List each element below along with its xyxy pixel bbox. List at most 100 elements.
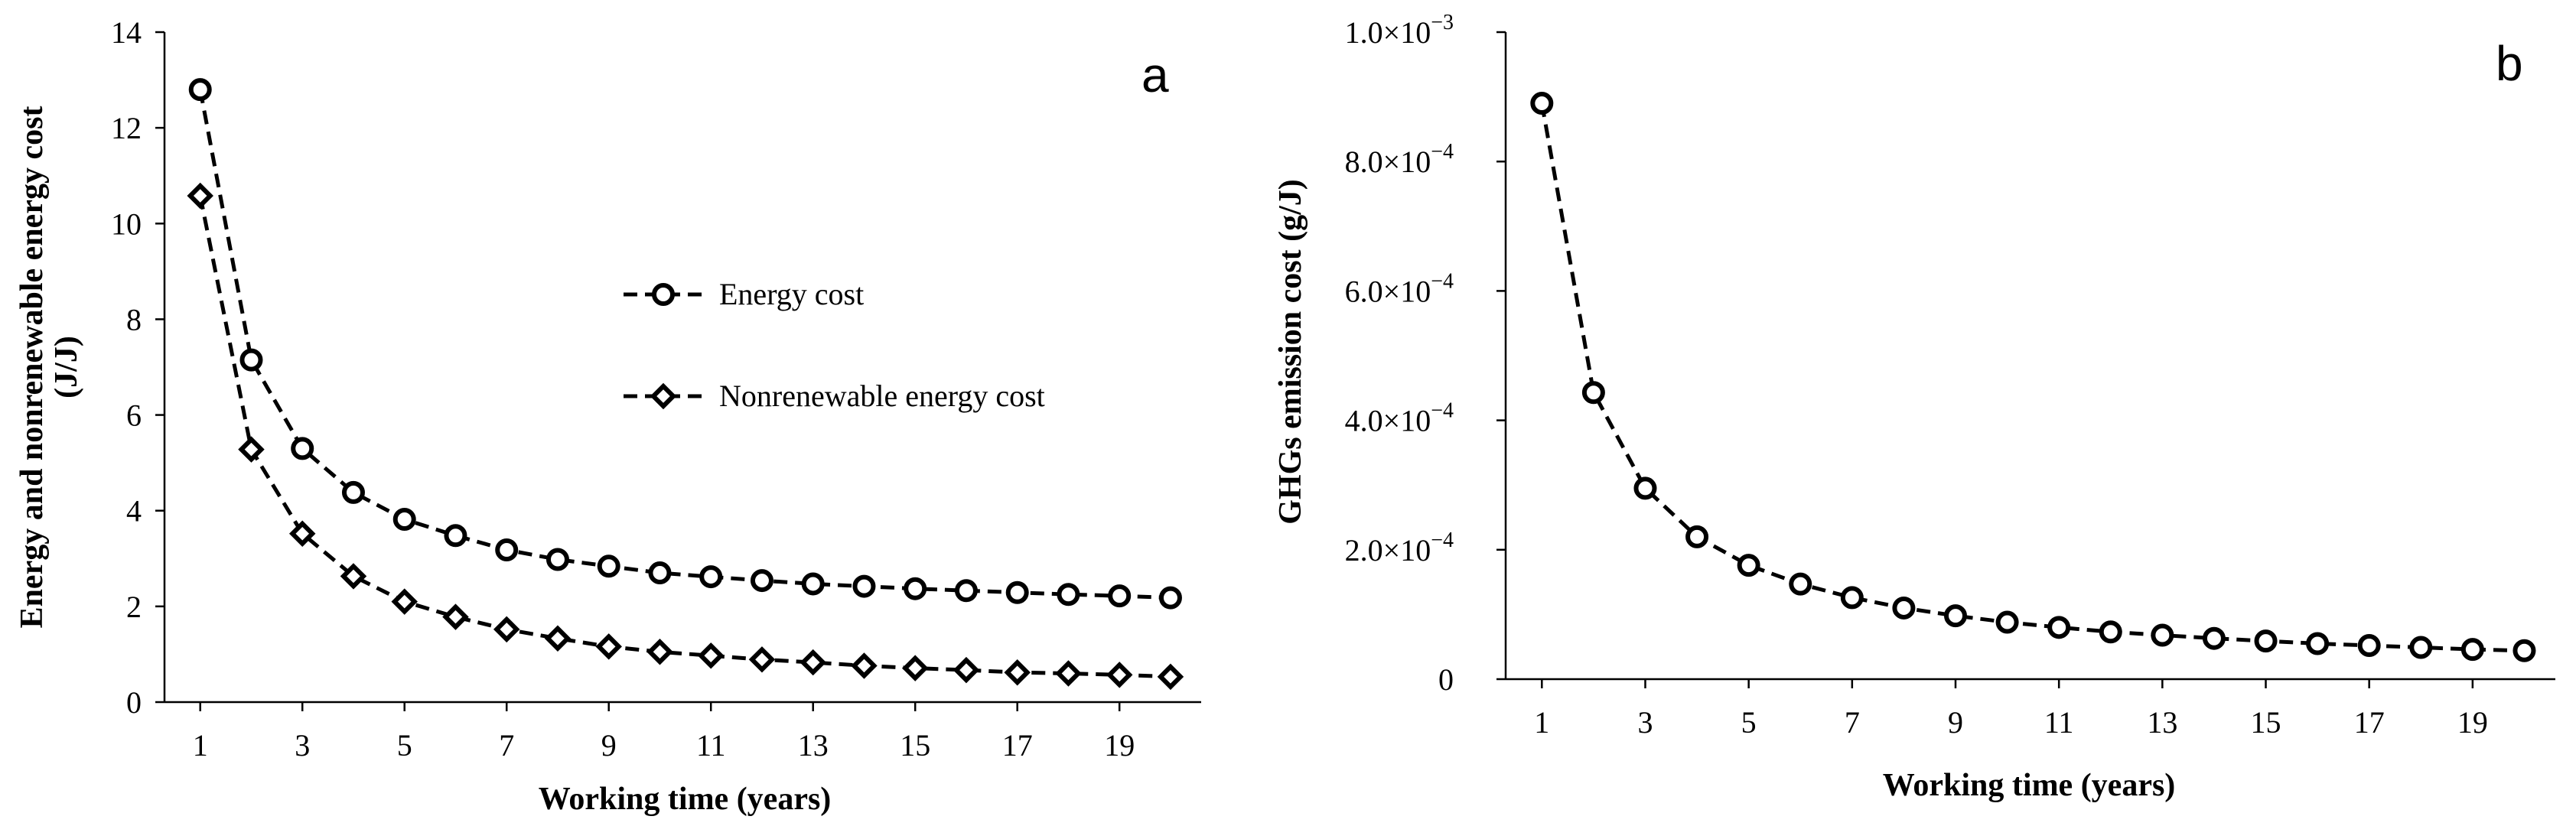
x-tick-label: 7	[499, 728, 514, 763]
y-tick-exponent: −4	[1431, 399, 1454, 423]
data-point-ghgs-emission-cost	[2151, 623, 2174, 647]
data-point-ghgs-emission-cost	[1892, 596, 1916, 619]
y-tick-label: 6	[126, 398, 142, 433]
data-point-ghgs-emission-cost	[1840, 586, 1864, 610]
data-point-energy-cost	[597, 554, 620, 578]
data-point-nonrenewable-energy-cost	[1055, 660, 1082, 687]
y-tick-label: 0	[1438, 662, 1454, 697]
data-point-energy-cost	[954, 579, 978, 603]
data-point-ghgs-emission-cost	[1737, 554, 1760, 577]
x-tick-label: 7	[1845, 705, 1860, 740]
data-point-energy-cost	[1158, 586, 1182, 610]
panel-a-series	[187, 78, 1184, 691]
x-tick-label: 13	[798, 728, 829, 763]
y-tick-label: 12	[111, 111, 142, 145]
data-point-energy-cost	[750, 569, 773, 593]
data-point-nonrenewable-energy-cost	[442, 603, 469, 630]
data-point-nonrenewable-energy-cost	[288, 520, 316, 547]
series-line-nonrenewable-energy-cost	[198, 195, 1171, 679]
data-point-nonrenewable-energy-cost	[595, 633, 622, 660]
x-tick-label: 5	[397, 728, 412, 763]
y-tick-label: 2	[126, 590, 142, 624]
x-tick-label: 1	[193, 728, 208, 763]
legend-label-nonrenewable: Nonrenewable energy cost	[719, 379, 1045, 413]
data-point-nonrenewable-energy-cost	[238, 436, 265, 463]
data-point-ghgs-emission-cost	[2306, 632, 2330, 655]
data-point-energy-cost	[239, 348, 263, 372]
panel-a-y-axis-title-line1: Energy and nonrenewable energy cost	[15, 106, 50, 629]
data-point-energy-cost	[904, 577, 927, 600]
data-point-nonrenewable-energy-cost	[1106, 662, 1133, 688]
data-point-energy-cost	[852, 574, 876, 598]
x-tick-label: 3	[1637, 705, 1653, 740]
data-point-ghgs-emission-cost	[1530, 92, 1554, 115]
data-point-ghgs-emission-cost	[1633, 476, 1657, 500]
data-point-nonrenewable-energy-cost	[340, 563, 367, 590]
panel-b-label: b	[2496, 36, 2523, 91]
y-tick-label: 14	[111, 15, 142, 50]
data-point-nonrenewable-energy-cost	[901, 655, 929, 681]
data-point-ghgs-emission-cost	[1789, 572, 1812, 596]
data-point-nonrenewable-energy-cost	[391, 588, 418, 615]
data-point-ghgs-emission-cost	[2409, 636, 2433, 659]
data-point-energy-cost	[495, 538, 519, 562]
data-point-energy-cost	[545, 548, 569, 571]
x-tick-label: 3	[295, 728, 310, 763]
y-tick-label: 8.0×10−4	[1345, 140, 1454, 179]
panel-a-label: a	[1141, 47, 1169, 102]
x-tick-label: 1	[1534, 705, 1549, 740]
legend-label-energy-cost: Energy cost	[719, 277, 864, 311]
series-line-energy-cost	[198, 89, 1171, 600]
data-point-ghgs-emission-cost	[2099, 620, 2122, 644]
data-point-energy-cost	[341, 480, 365, 504]
series-line-ghgs-emission-cost	[1539, 102, 2525, 653]
data-point-nonrenewable-energy-cost	[544, 625, 572, 652]
y-tick-exponent: −4	[1431, 140, 1454, 164]
data-point-ghgs-emission-cost	[1944, 604, 1967, 628]
data-point-nonrenewable-energy-cost	[953, 656, 980, 684]
panel-b-x-axis-title: Working time (years)	[1883, 768, 2176, 803]
y-tick-label: 1.0×10−3	[1345, 11, 1454, 50]
y-tick-label: 8	[126, 302, 142, 337]
y-tick-label: 4	[126, 494, 142, 528]
y-tick-label: 6.0×10−4	[1345, 269, 1454, 308]
x-tick-label: 9	[1948, 705, 1963, 740]
y-tick-label: 0	[126, 685, 142, 720]
data-point-energy-cost	[291, 437, 314, 460]
data-point-energy-cost	[444, 524, 467, 548]
data-point-energy-cost	[188, 78, 212, 102]
data-point-ghgs-emission-cost	[2202, 626, 2226, 650]
data-point-ghgs-emission-cost	[1581, 381, 1605, 405]
data-point-nonrenewable-energy-cost	[187, 182, 213, 210]
data-point-ghgs-emission-cost	[2357, 634, 2381, 658]
x-tick-label: 19	[1104, 728, 1135, 763]
panel-b-series	[1530, 92, 2536, 662]
data-point-ghgs-emission-cost	[2460, 638, 2484, 662]
data-point-energy-cost	[1057, 583, 1080, 606]
panel-a-y-ticks: 0 2 4 6 8 10 12 14	[111, 15, 164, 720]
y-tick-exponent: −3	[1431, 11, 1454, 34]
data-point-energy-cost	[648, 561, 672, 585]
x-tick-label: 19	[2457, 705, 2488, 740]
data-point-nonrenewable-energy-cost	[1157, 663, 1184, 691]
x-tick-label: 5	[1741, 705, 1757, 740]
panel-a-x-axis-title: Working time (years)	[539, 782, 832, 817]
data-point-ghgs-emission-cost	[1995, 610, 2019, 634]
data-point-nonrenewable-energy-cost	[748, 646, 776, 673]
data-point-energy-cost	[801, 572, 825, 596]
x-tick-label: 11	[2044, 705, 2074, 740]
y-tick-label: 2.0×10−4	[1345, 528, 1454, 567]
legend-marker-diamond	[650, 382, 677, 410]
panel-b-y-axis-title: GHGs emission cost (g/J)	[1273, 179, 1308, 524]
x-tick-label: 15	[900, 728, 930, 763]
data-point-nonrenewable-energy-cost	[1004, 659, 1031, 686]
data-point-energy-cost	[1108, 584, 1132, 608]
data-point-nonrenewable-energy-cost	[646, 639, 673, 665]
x-tick-label: 17	[1002, 728, 1033, 763]
panel-b-y-ticks: 0 2.0×10−4 4.0×10−4 6.0×10−4 8.0×10−4 1.0×10−…	[1345, 11, 1506, 697]
data-point-energy-cost	[1005, 580, 1029, 604]
y-tick-label: 10	[111, 206, 142, 241]
data-point-ghgs-emission-cost	[2512, 639, 2536, 662]
